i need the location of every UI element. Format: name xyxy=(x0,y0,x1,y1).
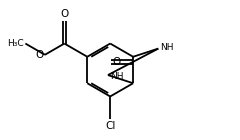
Text: H₃C: H₃C xyxy=(8,39,24,48)
Text: O: O xyxy=(36,50,44,60)
Text: O: O xyxy=(60,9,68,19)
Text: NH: NH xyxy=(160,43,174,52)
Text: O: O xyxy=(112,57,121,67)
Text: Cl: Cl xyxy=(105,121,115,131)
Text: NH: NH xyxy=(110,72,123,80)
